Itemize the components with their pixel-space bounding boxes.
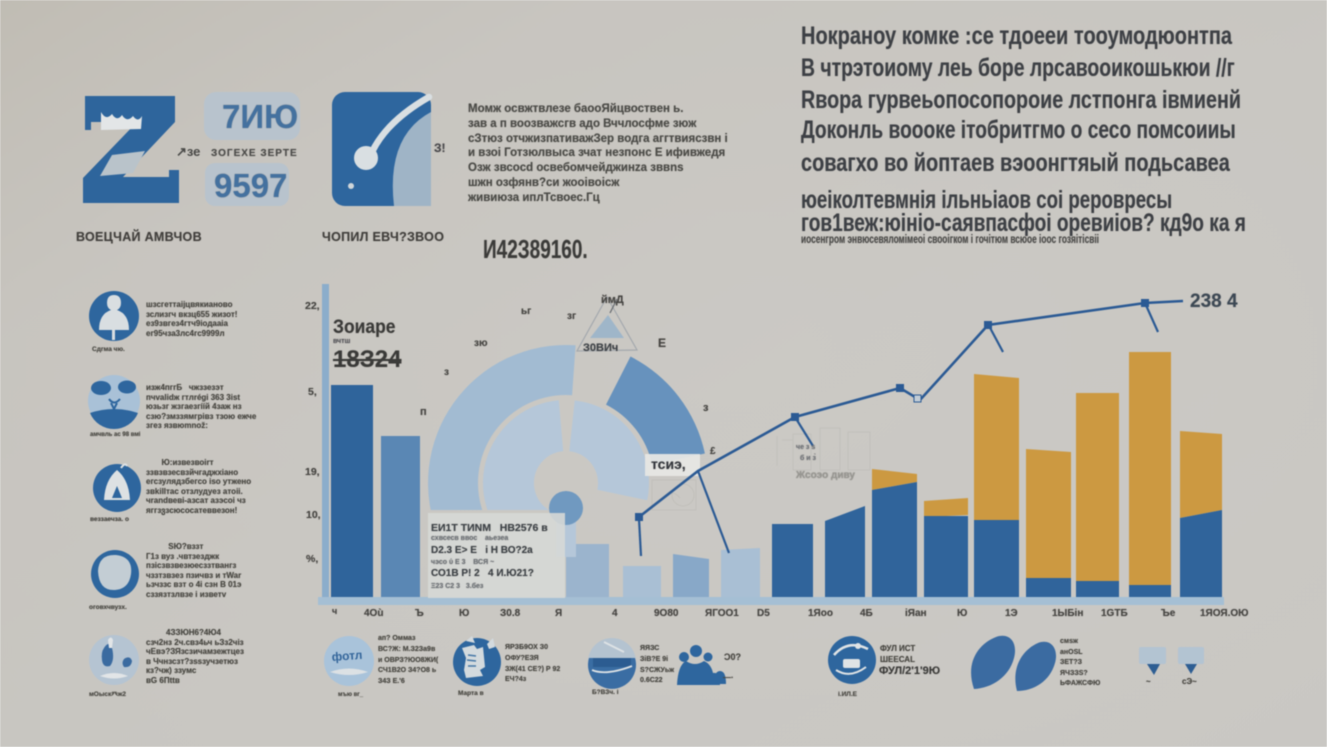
svg-text:↗зе: ↗зе bbox=[176, 144, 200, 159]
svg-text:фотл: фотл bbox=[331, 648, 363, 664]
